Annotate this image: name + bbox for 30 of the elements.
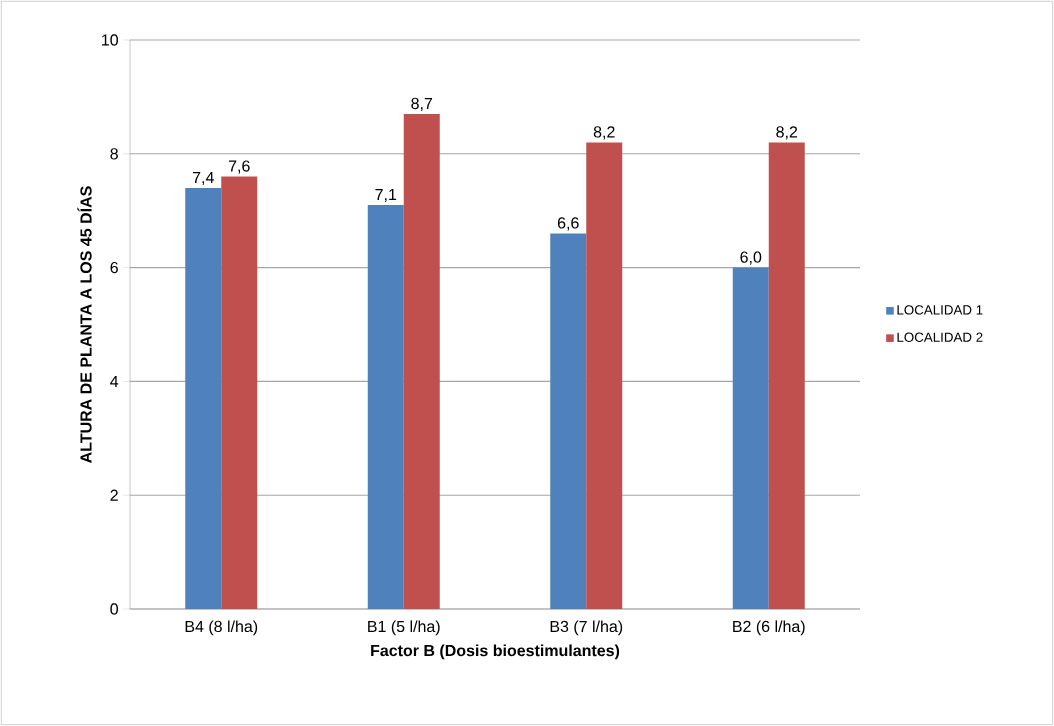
data-label: 8,2 [593, 126, 615, 140]
y-tick-label: 10 [102, 34, 118, 46]
x-tick-label: B2 (6 l/ha) [733, 620, 805, 636]
data-label: 7,4 [192, 171, 214, 186]
data-label: 7,1 [375, 189, 397, 203]
bar [185, 187, 222, 609]
data-label: 6,0 [740, 251, 762, 265]
bar [732, 267, 769, 609]
x-tick-label: B1 (5 l/ha) [368, 620, 440, 636]
bar [550, 233, 587, 609]
x-tick-label: B4 (8 l/ha) [185, 620, 258, 636]
bar [403, 113, 440, 609]
x-tick-label: B3 (7 l/ha) [550, 620, 623, 636]
data-label: 7,6 [228, 160, 250, 174]
bar [367, 205, 404, 609]
bar [221, 176, 258, 609]
y-tick-label: 4 [110, 375, 119, 387]
y-tick-label: 2 [110, 489, 118, 501]
y-tick-label: 6 [110, 261, 118, 274]
legend-label: LOCALIDAD 1 [897, 305, 983, 315]
data-label: 8,2 [776, 126, 798, 140]
x-axis-title: Factor B (Dosis bioestimulantes) [371, 644, 620, 660]
legend-label: LOCALIDAD 2 [897, 332, 983, 342]
bar [586, 142, 623, 609]
data-label: 6,6 [557, 217, 579, 231]
y-axis-title: ALTURA DE PLANTA A LOS 45 DÍAS [77, 186, 92, 463]
y-tick-label: 8 [110, 148, 118, 160]
bar [768, 142, 805, 609]
y-tick-label: 0 [110, 603, 119, 615]
data-label: 8,7 [411, 97, 433, 112]
